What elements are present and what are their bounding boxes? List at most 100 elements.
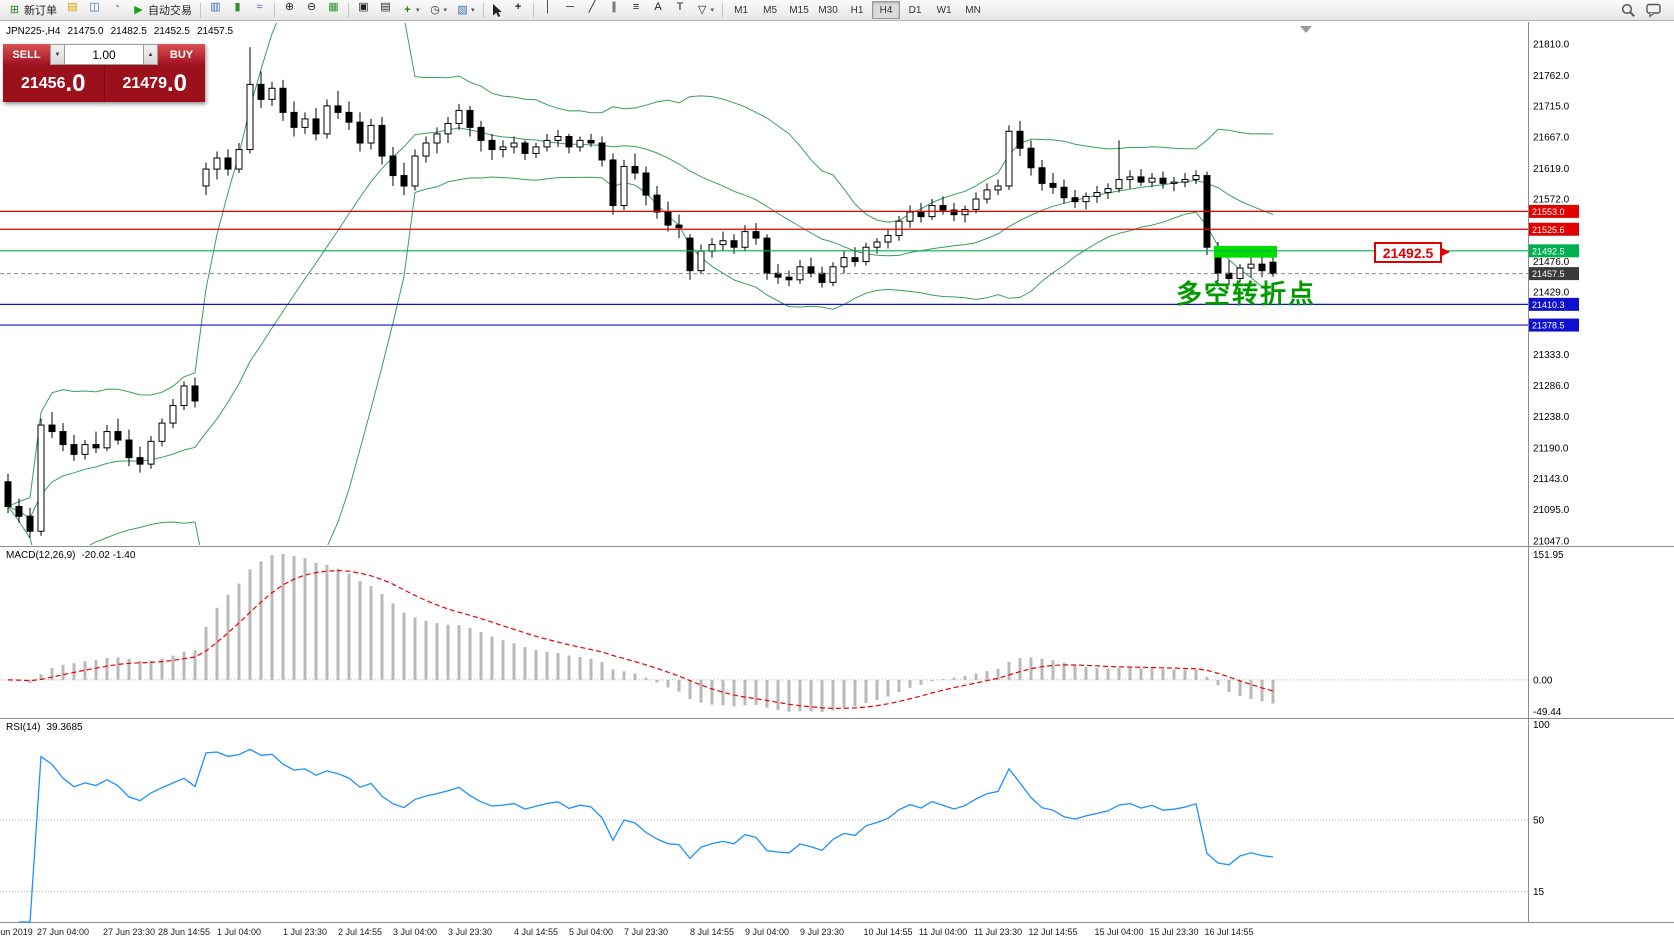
rsi-pane-label: RSI(14) 39.3685 [6,722,83,733]
crosshair-tool-icon[interactable]: + [514,1,522,13]
indicators-button[interactable]: + ▾ [397,1,424,19]
svg-text:21525.6: 21525.6 [1532,225,1565,235]
svg-text:21190.0: 21190.0 [1533,443,1569,454]
timeframe-M1-button[interactable]: M1 [734,4,749,16]
zoom-out-icon[interactable]: ⊖ [306,1,317,13]
rsi-value: 39.3685 [46,722,83,733]
buy-price[interactable]: 21479.0 [103,65,206,102]
sell-button[interactable]: SELL [3,44,50,65]
timeframe-W1-button[interactable]: W1 [936,4,952,16]
price-tag [1529,222,1579,236]
toolbar-separator [532,2,534,18]
svg-text:8 Jul 14:55: 8 Jul 14:55 [690,927,734,937]
cascade-windows-icon[interactable]: ▣ [358,1,369,13]
svg-text:27 Jun 04:00: 27 Jun 04:00 [37,927,89,937]
volume-decrease-button[interactable]: ▼ [50,44,65,65]
svg-text:21238.0: 21238.0 [1533,412,1570,423]
buy-button[interactable]: BUY [158,44,205,65]
timeframe-H1-button[interactable]: H1 [850,4,864,16]
toolbar-separator [722,2,724,18]
svg-text:10 Jul 14:55: 10 Jul 14:55 [863,927,912,937]
cursor-icon [492,3,502,17]
one-click-trading-panel: SELL ▼ ▲ BUY 21456.0 21479.0 [3,44,205,102]
svg-text:21715.0: 21715.0 [1533,101,1570,112]
svg-text:21619.0: 21619.0 [1533,164,1570,175]
navigator-icon[interactable]: ◔ [113,1,120,13]
trendline-tool-icon[interactable]: ╱ [588,1,596,13]
periods-button[interactable]: ◷ ▾ [425,1,452,19]
chevron-down-icon: ▾ [416,7,420,14]
autotrading-button[interactable]: ▶ 自动交易 [128,1,196,19]
new-order-button[interactable]: ⊞ 新订单 [4,1,61,19]
close-value: 21457.5 [196,26,234,37]
zoom-in-icon[interactable]: ⊕ [284,1,295,13]
svg-text:21410.3: 21410.3 [1532,300,1565,310]
svg-text:27 Jun 23:30: 27 Jun 23:30 [103,927,155,937]
sell-price-fraction: .0 [65,69,86,97]
svg-text:1 Jul 23:30: 1 Jul 23:30 [283,927,327,937]
svg-text:50: 50 [1533,816,1545,827]
chat-icon[interactable] [1646,3,1662,18]
timeframe-H4-button[interactable]: H4 [872,1,901,19]
toolbar-right-group [1621,3,1670,18]
volume-increase-button[interactable]: ▲ [143,44,158,65]
timeframe-D1-button[interactable]: D1 [908,4,922,16]
templates-button[interactable]: ▨ ▾ [452,1,479,19]
bar-chart-icon[interactable]: ▥ [210,1,221,13]
trade-panel-top-row: SELL ▼ ▲ BUY [3,44,205,65]
timeframe-M30-button[interactable]: M30 [818,4,838,16]
svg-text:28 Jun 14:55: 28 Jun 14:55 [158,927,210,937]
macd-name: MACD(12,26,9) [6,550,76,561]
buy-price-main: 21479 [122,74,167,92]
channel-tool-icon[interactable]: ∥ [611,1,617,13]
svg-text:15 Jul 23:30: 15 Jul 23:30 [1149,927,1198,937]
svg-text:21047.0: 21047.0 [1533,537,1570,548]
fibonacci-tool-icon[interactable]: ≡ [632,1,640,13]
history-center-icon[interactable]: ▤ [67,1,78,13]
market-watch-icon[interactable]: ◫ [89,1,100,13]
trade-panel-price-row: 21456.0 21479.0 [3,65,205,102]
low-value: 21452.5 [153,26,190,37]
cursor-tool-button[interactable] [488,1,507,19]
macd-values: -20.02 -1.40 [81,550,136,561]
price-callout-box[interactable]: 21492.5 [1374,242,1450,263]
svg-text:21286.0: 21286.0 [1533,381,1570,392]
label-tool-icon[interactable]: T [676,1,684,13]
svg-text:26 Jun 2019: 26 Jun 2019 [0,927,33,937]
vertical-line-tool-icon[interactable]: │ [544,1,552,13]
sell-price-main: 21456 [20,74,66,92]
price-tag [1529,267,1579,281]
candlestick-chart-icon[interactable]: ▮ [234,1,241,13]
toolbar-separator [274,2,275,18]
template-icon: ▨ [457,3,468,16]
line-chart-icon[interactable]: ≈ [256,1,263,13]
svg-text:2 Jul 14:55: 2 Jul 14:55 [338,927,382,937]
clock-icon: ◷ [430,3,440,16]
turning-point-annotation: 多空转折点 [1176,279,1317,309]
svg-text:3 Jul 04:00: 3 Jul 04:00 [393,927,437,937]
svg-text:9 Jul 04:00: 9 Jul 04:00 [745,927,789,937]
svg-text:1 Jul 04:00: 1 Jul 04:00 [217,927,261,937]
timeframe-M15-button[interactable]: M15 [789,4,809,16]
timeframe-MN-button[interactable]: MN [965,4,981,16]
search-icon[interactable] [1621,3,1636,18]
macd-pane-label: MACD(12,26,9) -20.02 -1.40 [6,550,135,561]
text-tool-icon[interactable]: A [654,1,662,13]
chart-ohlc-header: JPN225-,H4 21475.0 21482.5 21452.5 21457… [6,26,233,37]
svg-text:21492.5: 21492.5 [1532,246,1565,256]
indicators-icon: + [404,3,411,16]
tile-windows-icon[interactable]: ▦ [328,1,339,13]
svg-text:5 Jul 04:00: 5 Jul 04:00 [569,927,613,937]
svg-text:21095.0: 21095.0 [1533,505,1570,516]
toolbar: ⊞ 新订单 ▤ ◫ ◔ ▶ 自动交易 ▥ ▮ ≈ ⊕ ⊖ ▦ ▣ ▤ + ▾ ◷… [0,0,1674,21]
svg-text:100: 100 [1533,720,1550,731]
high-value: 21482.5 [110,26,147,37]
sell-price[interactable]: 21456.0 [3,65,104,102]
horizontal-line-tool-icon[interactable]: ─ [566,1,574,13]
volume-input[interactable] [65,44,143,65]
shapes-button[interactable]: ▽ ▾ [692,1,719,19]
arrange-windows-icon[interactable]: ▤ [380,1,391,13]
timeframe-M5-button[interactable]: M5 [763,4,778,16]
price-tag [1529,297,1579,311]
